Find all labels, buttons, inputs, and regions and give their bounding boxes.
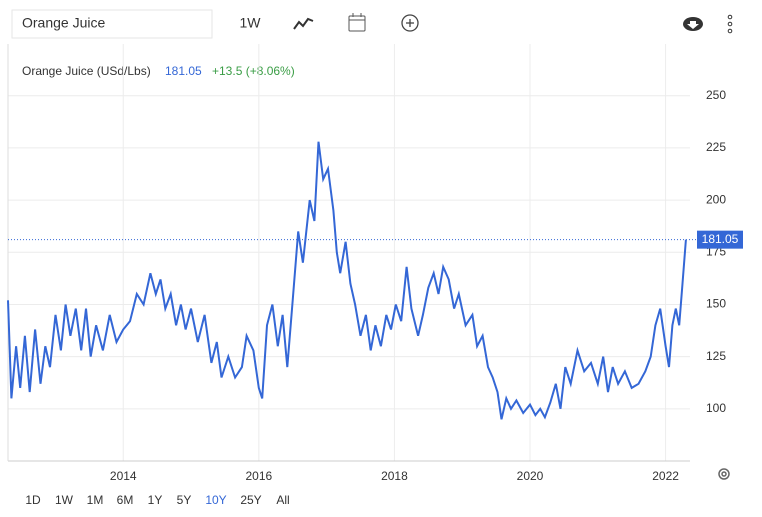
range-button[interactable]: All — [276, 493, 289, 507]
legend-change: +13.5 (+8.06%) — [212, 64, 295, 78]
range-button[interactable]: 10Y — [205, 493, 226, 507]
legend-price: 181.05 — [165, 64, 202, 78]
settings-icon[interactable] — [718, 468, 730, 480]
y-tick-label: 125 — [706, 349, 726, 363]
y-tick-label: 150 — [706, 297, 726, 311]
x-tick-label: 2014 — [110, 469, 137, 483]
price-line — [7, 141, 687, 420]
range-button[interactable]: 5Y — [177, 493, 192, 507]
interval[interactable]: 1W — [240, 15, 262, 31]
legend-name: Orange Juice (USd/Lbs) — [22, 64, 151, 78]
menu-icon[interactable] — [727, 14, 733, 34]
x-tick-label: 2016 — [245, 469, 272, 483]
range-button[interactable]: 25Y — [240, 493, 261, 507]
download-icon[interactable] — [683, 17, 703, 31]
last-price-tag — [697, 230, 743, 249]
range-button[interactable]: 1W — [55, 493, 74, 507]
range-button[interactable]: 1Y — [148, 493, 163, 507]
line-icon[interactable] — [293, 17, 314, 30]
calendar-icon[interactable] — [348, 13, 366, 32]
range-button[interactable]: 1D — [25, 493, 41, 507]
add-icon[interactable] — [401, 14, 419, 32]
x-tick-label: 2022 — [652, 469, 679, 483]
search-text: Orange Juice — [22, 15, 105, 31]
x-tick-label: 2020 — [517, 469, 544, 483]
search-box[interactable] — [11, 9, 213, 39]
y-tick-label: 225 — [706, 140, 726, 154]
y-tick-label: 250 — [706, 88, 726, 102]
last-price-text: 181.05 — [702, 232, 739, 246]
range-button[interactable]: 6M — [117, 493, 134, 507]
y-tick-label: 200 — [706, 192, 726, 206]
range-button[interactable]: 1M — [87, 493, 104, 507]
x-tick-label: 2018 — [381, 469, 408, 483]
y-tick-label: 100 — [706, 401, 726, 415]
